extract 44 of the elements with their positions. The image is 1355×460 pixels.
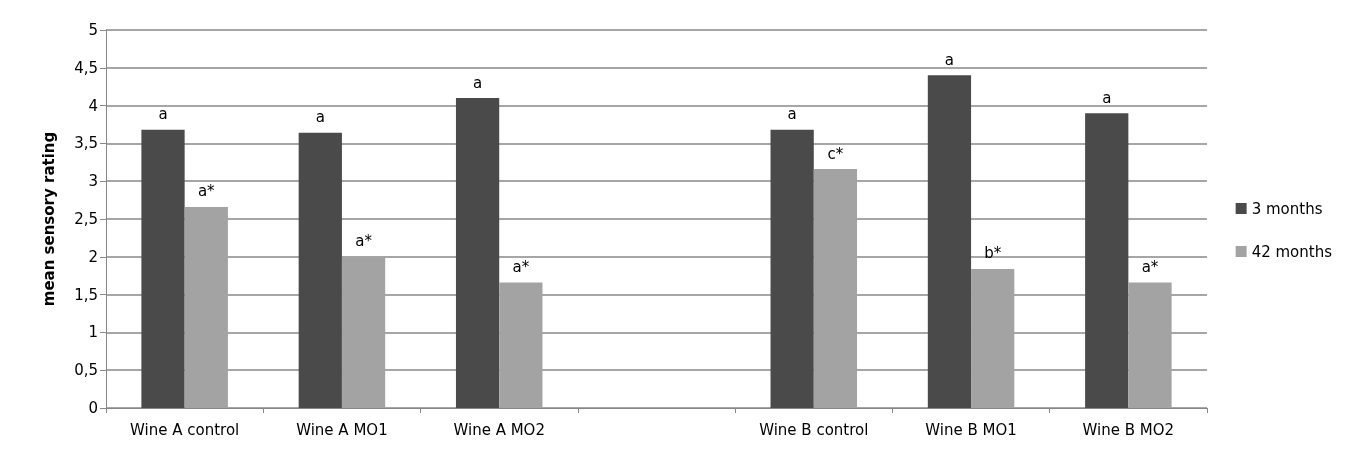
- bar: [184, 206, 228, 408]
- bar: [927, 75, 972, 408]
- y-tick-label: 4,5: [74, 58, 98, 77]
- bar: [298, 132, 342, 408]
- data-label: b*: [984, 244, 1002, 263]
- x-tick-label: Wine B MO2: [1082, 420, 1175, 439]
- bar: [1085, 113, 1129, 408]
- x-tick-label: Wine A MO1: [296, 420, 388, 439]
- bar: [770, 129, 814, 408]
- data-label: a: [787, 105, 797, 124]
- legend-label: 3 months: [1251, 199, 1323, 218]
- y-tick-label: 0,5: [74, 361, 98, 380]
- bar: [1128, 282, 1172, 408]
- y-tick-label: 0: [88, 399, 98, 417]
- bar: [455, 98, 500, 408]
- bar: [499, 282, 543, 408]
- legend-label: 42 months: [1251, 242, 1333, 261]
- bar: [971, 268, 1015, 408]
- bar: [341, 256, 386, 408]
- x-tick-label: Wine A control: [130, 420, 240, 439]
- data-label: a*: [355, 232, 373, 251]
- data-label: c*: [827, 144, 844, 163]
- y-tick-label: 1,5: [74, 285, 98, 304]
- data-label: a: [158, 105, 168, 124]
- y-tick-label: 3: [88, 172, 98, 191]
- data-label: a*: [197, 182, 216, 201]
- data-label: a: [1102, 88, 1112, 107]
- data-label: a: [472, 73, 483, 92]
- y-tick-label: 1: [88, 323, 98, 342]
- bar: [141, 129, 185, 408]
- data-label: a: [315, 108, 325, 127]
- data-label: a: [944, 50, 955, 69]
- x-tick-label: Wine A MO2: [453, 420, 545, 439]
- data-label: a*: [512, 258, 530, 276]
- y-tick-label: 4: [88, 96, 98, 115]
- bar: [813, 169, 858, 408]
- y-axis-title: mean sensory rating: [39, 131, 58, 307]
- x-tick-label: Wine B MO1: [925, 420, 1017, 439]
- y-tick-label: 2: [88, 247, 98, 266]
- x-tick-label: Wine B control: [759, 420, 869, 439]
- y-tick-label: 2,5: [74, 210, 98, 228]
- data-label: a*: [1141, 258, 1159, 276]
- y-tick-label: 3,5: [74, 134, 98, 153]
- y-tick-label: 5: [88, 21, 98, 39]
